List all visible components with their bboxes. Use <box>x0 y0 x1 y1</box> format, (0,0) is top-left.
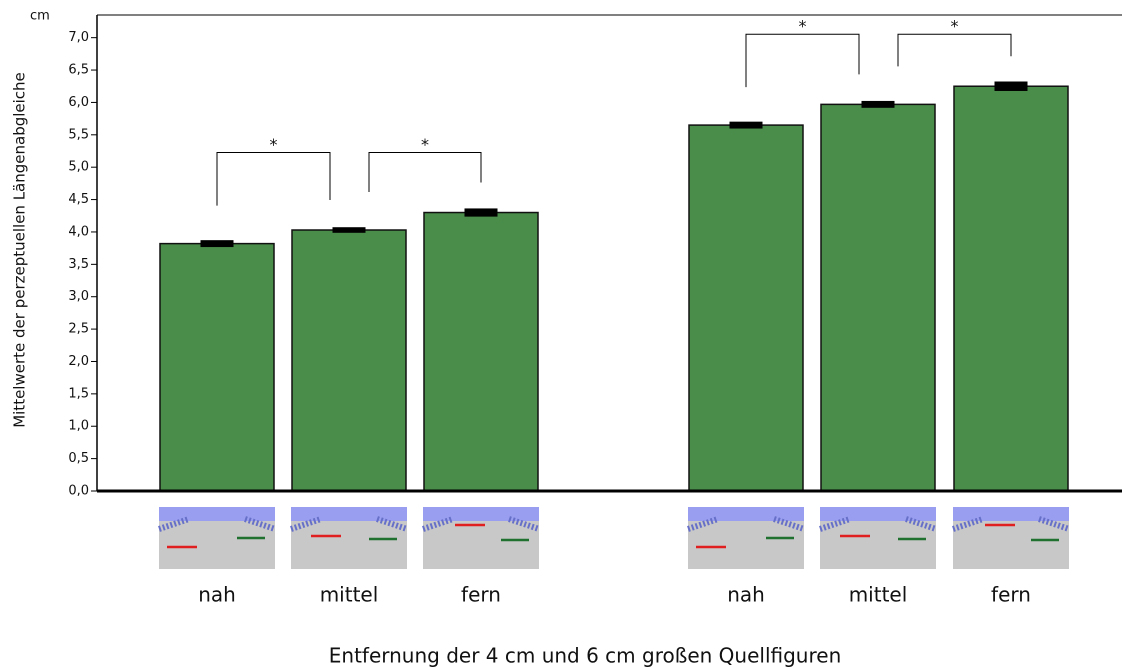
y-tick-label: 7,0 <box>68 30 89 45</box>
stimulus-thumbnail <box>290 507 408 569</box>
error-bar <box>200 240 234 248</box>
error-bar <box>332 227 366 233</box>
stimulus-thumbnail <box>687 507 805 569</box>
y-tick-label: 3,5 <box>68 257 89 272</box>
x-tick-label: mittel <box>320 583 379 607</box>
x-tick-label: fern <box>461 583 501 607</box>
significance-bracket <box>897 33 1012 67</box>
y-tick-label: 4,5 <box>68 192 89 207</box>
y-axis-label: Mittelwerte der perzeptuellen Längenabgl… <box>11 72 29 428</box>
significance-label: * <box>799 17 807 36</box>
bar <box>820 103 936 492</box>
x-tick-label: nah <box>198 583 236 607</box>
x-tick-label: fern <box>991 583 1031 607</box>
bar <box>423 211 539 492</box>
y-tick-label: 1,0 <box>68 419 89 434</box>
significance-label: * <box>421 135 429 154</box>
y-tick-label: 6,5 <box>68 63 89 78</box>
bar <box>159 242 275 492</box>
significance-label: * <box>270 135 278 154</box>
significance-bracket <box>368 152 482 193</box>
y-tick-label: 4,0 <box>68 224 89 239</box>
stimulus-thumbnail <box>952 507 1070 569</box>
significance-bracket <box>745 33 860 88</box>
y-tick-label: 3,0 <box>68 289 89 304</box>
y-tick-label: 5,0 <box>68 160 89 175</box>
stimulus-thumbnail <box>158 507 276 569</box>
stimulus-thumbnail <box>819 507 937 569</box>
y-tick-label: 0,5 <box>68 451 89 466</box>
error-bar <box>861 100 895 108</box>
bar <box>688 124 804 492</box>
error-bar <box>729 121 763 129</box>
x-axis-label: Entfernung der 4 cm und 6 cm großen Quel… <box>329 644 842 668</box>
y-unit: cm <box>30 9 50 24</box>
bar <box>953 85 1069 492</box>
significance-bracket <box>216 152 331 206</box>
y-tick-label: 5,5 <box>68 127 89 142</box>
y-tick-label: 1,5 <box>68 386 89 401</box>
stimulus-thumbnail <box>422 507 540 569</box>
y-tick-label: 2,5 <box>68 322 89 337</box>
x-tick-label: mittel <box>849 583 908 607</box>
bar <box>291 229 407 492</box>
error-bar <box>464 208 498 217</box>
x-tick-label: nah <box>727 583 765 607</box>
y-tick-label: 2,0 <box>68 354 89 369</box>
error-bar <box>994 81 1028 91</box>
significance-label: * <box>951 17 959 36</box>
y-tick-label: 6,0 <box>68 95 89 110</box>
y-tick-label: 0,0 <box>68 484 89 499</box>
